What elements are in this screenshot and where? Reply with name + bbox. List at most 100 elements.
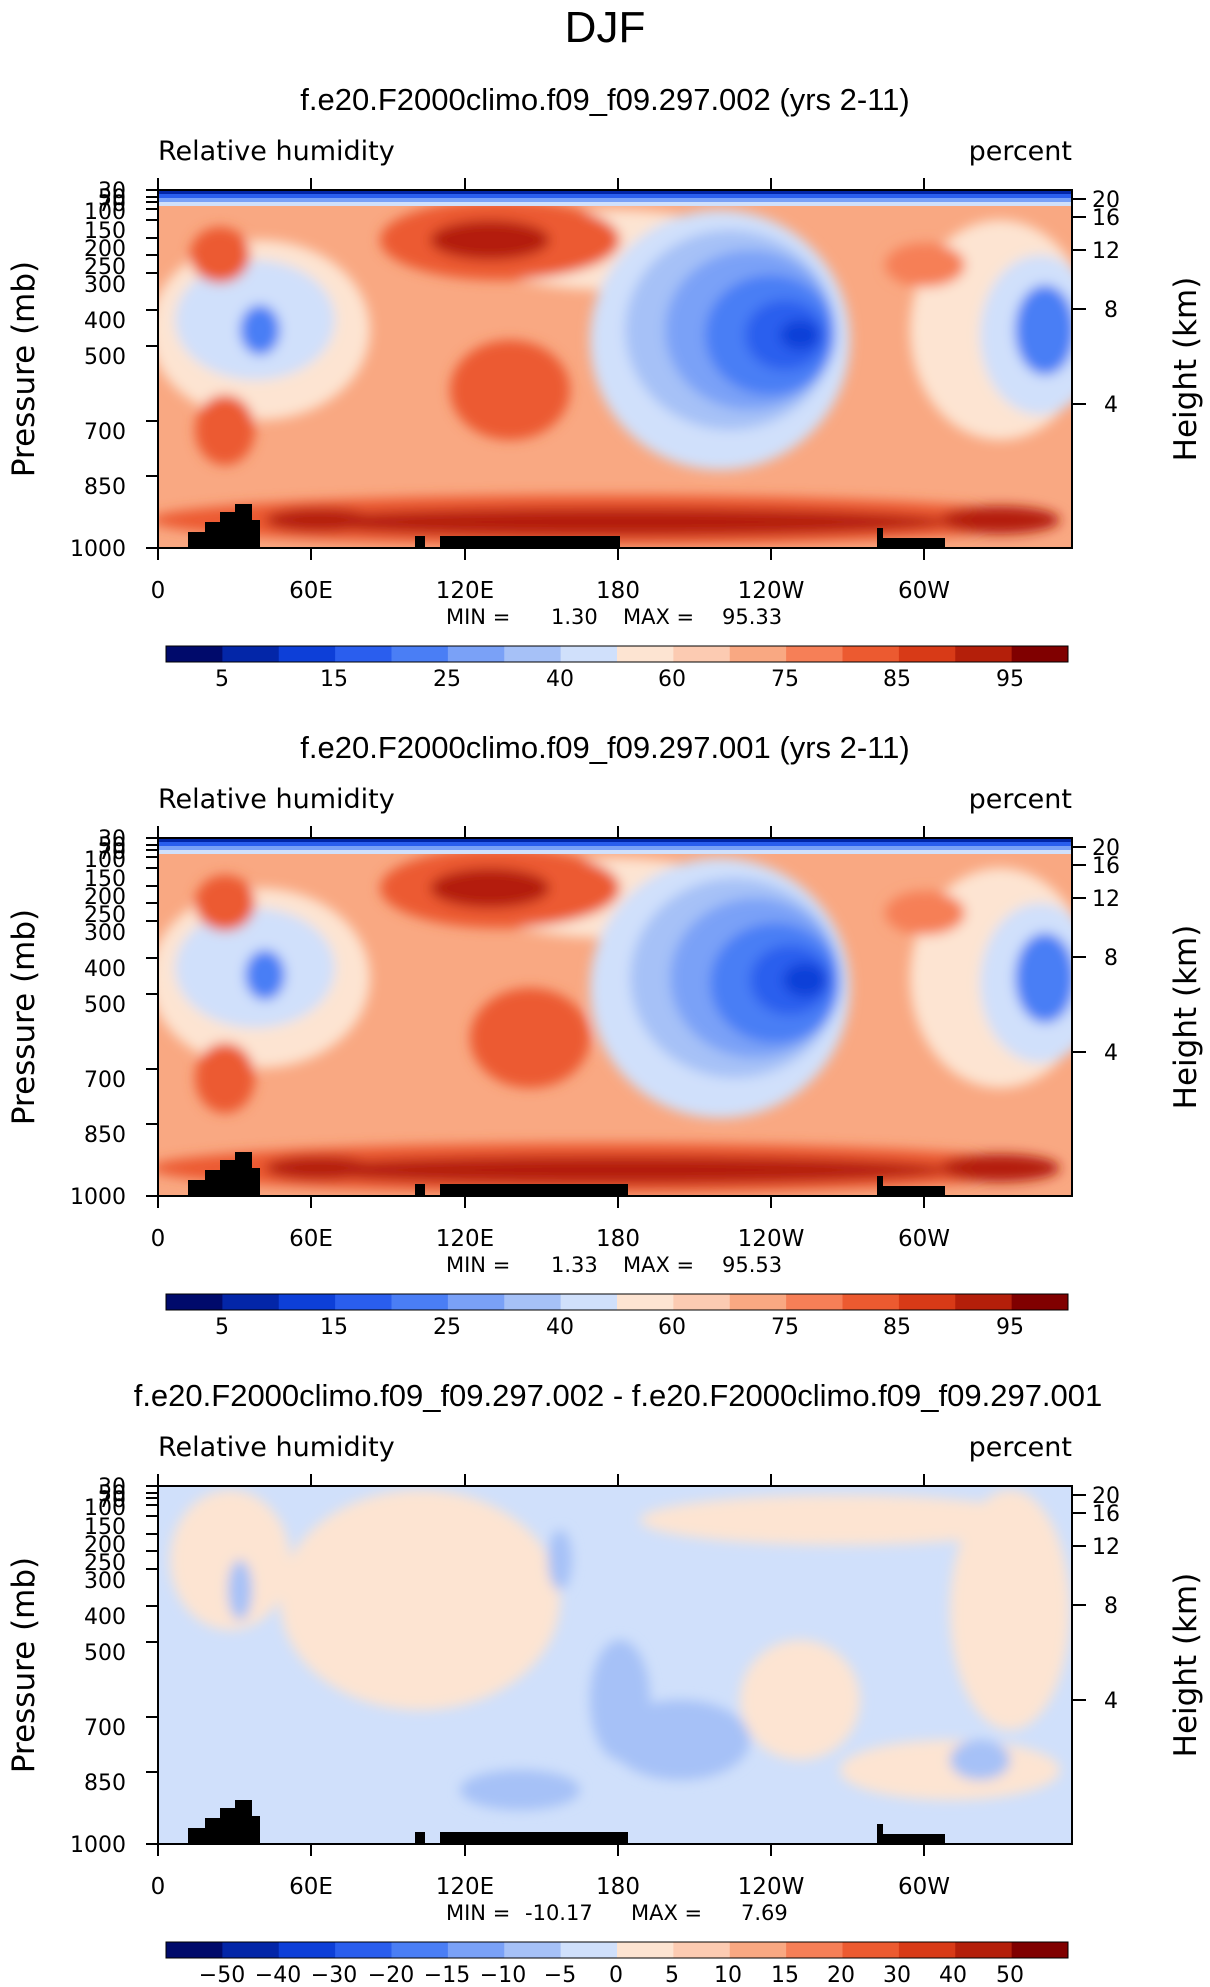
panel-2-x-tick-labels: 0 60E 120E 180 120W 60W [151,1226,950,1252]
panel-3-frame [157,1485,1073,1845]
panel-3-y-tick-labels: 30 50 70 100 150 200 250 300 400 500 700… [70,1475,126,1858]
panel-3-title: f.e20.F2000climo.f09_f09.297.002 - f.e20… [134,1378,1103,1413]
panel-3-field [158,1486,1072,1844]
panel-2-units: percent [969,784,1072,815]
y-tick-label: 850 [84,475,126,500]
panel-3-max-value: 7.69 [741,1901,788,1925]
colorbar-swatch [504,1942,562,1958]
y-tick-label: 850 [84,1771,126,1796]
x-tick-label: 60E [289,1226,333,1252]
colorbar-label: −50 [199,1963,245,1987]
colorbar-swatch [673,1942,731,1958]
panel-1-colorbar-labels: 5 15 25 40 60 75 85 95 [215,667,1024,692]
y-tick-label: 250 [84,903,126,928]
panel-2-ylabel: Pressure (mb) [6,909,42,1125]
panel-3-y2label: Height (km) [1168,1573,1204,1758]
colorbar-swatch [166,1294,223,1310]
panel-2-min-value: 1.33 [551,1253,598,1277]
panel-1-y2label: Height (km) [1168,277,1204,462]
panel-3-y2-tick-labels: 20 16 12 8 4 [1092,1484,1120,1714]
panel-1-frame [157,189,1073,549]
colorbar-swatch [786,1942,844,1958]
x-tick-label: 60E [289,578,333,604]
colorbar-label: 20 [827,1963,855,1987]
panel-2-title: f.e20.F2000climo.f09_f09.297.001 (yrs 2-… [300,730,909,765]
colorbar-label: 25 [433,1315,461,1340]
y2-tick-label: 4 [1104,393,1118,418]
colorbar-label: 15 [771,1963,799,1987]
colorbar-swatch [617,1294,674,1310]
colorbar-swatch [504,1294,562,1310]
y2-tick-label: 20 [1092,188,1120,213]
colorbar-label: 0 [609,1963,623,1987]
panel-2-frame [157,837,1073,1197]
panel-1-ticks [146,178,1086,560]
x-tick-label: 120E [436,578,494,604]
x-tick-label: 120W [738,1226,805,1252]
panel-2-colorbar [165,1293,1069,1311]
y-tick-label: 50 [98,1482,126,1507]
panel-3-colorbar-labels: −50 −40 −30 −20 −15 −10 −5 0 5 10 15 20 … [199,1963,1024,1987]
panel-3-variable: Relative humidity [158,1432,395,1463]
panel-1-colorbar [165,645,1069,663]
y-tick-label: 500 [84,345,126,370]
colorbar-label: −5 [544,1963,576,1987]
colorbar-label: 15 [320,1315,348,1340]
colorbar-swatch [729,1294,787,1310]
colorbar-swatch [1011,646,1069,662]
colorbar-label: 30 [883,1963,911,1987]
colorbar-swatch [447,1942,505,1958]
colorbar-swatch [278,1942,336,1958]
x-tick-label: 120W [738,1874,805,1900]
colorbar-label: −10 [480,1963,526,1987]
panel-2: f.e20.F2000climo.f09_f09.297.001 (yrs 2-… [6,730,1204,1340]
panel-1-variable: Relative humidity [158,136,395,167]
colorbar-label: −30 [311,1963,357,1987]
panel-1-max-label: MAX = [623,605,694,629]
colorbar-label: 5 [665,1963,679,1987]
y2-tick-label: 16 [1092,854,1120,879]
y-tick-label: 200 [84,885,126,910]
colorbar-label: −15 [424,1963,470,1987]
panel-3-min-label: MIN = [446,1901,510,1925]
colorbar-swatch [166,1942,223,1958]
panel-3-terrain [188,1800,945,1844]
y-tick-label: 70 [98,192,126,217]
panel-2-ticks [146,826,1086,1208]
colorbar-swatch [786,1294,844,1310]
x-tick-label: 60W [898,578,950,604]
y-tick-label: 30 [98,1475,126,1500]
colorbar-swatch [617,646,674,662]
x-tick-label: 120W [738,578,805,604]
colorbar-swatch [391,1294,449,1310]
colorbar-label: 25 [433,667,461,692]
panel-2-y-tick-labels: 30 50 70 100 150 200 250 300 400 500 700… [70,827,126,1210]
panel-1-min-value: 1.30 [551,605,598,629]
colorbar-label: −20 [368,1963,414,1987]
y-tick-label: 30 [98,827,126,852]
panel-1: f.e20.F2000climo.f09_f09.297.002 (yrs 2-… [6,82,1204,692]
y-tick-label: 1000 [70,537,126,562]
colorbar-swatch [842,1294,900,1310]
colorbar-frame [165,1293,1069,1311]
colorbar-swatch [278,646,336,662]
x-tick-label: 180 [596,1874,640,1900]
x-tick-label: 60E [289,1874,333,1900]
y-tick-label: 850 [84,1123,126,1148]
colorbar-swatch [391,646,449,662]
colorbar-label: 5 [215,1315,229,1340]
colorbar-label: 60 [658,667,686,692]
y-tick-label: 700 [84,1068,126,1093]
colorbar-label: 95 [996,1315,1024,1340]
y2-tick-label: 8 [1104,1594,1118,1619]
panel-1-field [158,190,1072,548]
colorbar-label: 85 [883,1315,911,1340]
panel-3-x-tick-labels: 0 60E 120E 180 120W 60W [151,1874,950,1900]
colorbar-frame [165,1941,1069,1959]
colorbar-label: 10 [714,1963,742,1987]
panel-2-terrain [188,1152,945,1196]
colorbar-swatch [504,646,562,662]
colorbar-swatch [447,1294,505,1310]
colorbar-swatch [617,1942,674,1958]
y-tick-label: 1000 [70,1833,126,1858]
